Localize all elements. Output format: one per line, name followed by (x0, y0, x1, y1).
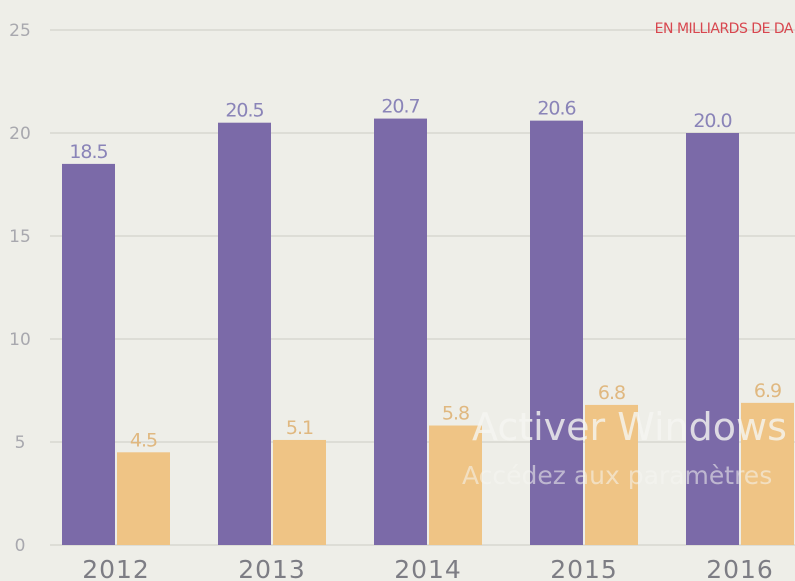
bar-2016-series1 (686, 133, 739, 545)
x-tick-label-2014: 2014 (394, 555, 462, 581)
x-tick-label-2012: 2012 (82, 555, 150, 581)
bar-2015-series2 (585, 404, 638, 545)
bar-2016-series2 (741, 402, 794, 545)
x-tick-label-2016: 2016 (706, 555, 774, 581)
value-label-2016-series2: 6.9 (754, 380, 781, 402)
bars (62, 118, 794, 545)
bar-2012-series2 (117, 452, 170, 545)
x-axis-ticks: 2012 2013 2014 2015 2016 (82, 555, 774, 581)
x-tick-label-2013: 2013 (238, 555, 306, 581)
bar-2014-series1 (374, 118, 427, 545)
x-tick-label-2015: 2015 (550, 555, 618, 581)
y-axis-ticks: 0 5 10 15 20 25 (9, 21, 31, 556)
value-label-2013-series1: 20.5 (225, 100, 263, 122)
value-labels: 18.5 4.5 20.5 5.1 20.7 5.8 20.6 6.8 20.0 6.9 (69, 96, 782, 452)
y-tick-label-10: 10 (9, 330, 31, 350)
value-label-2013-series2: 5.1 (286, 417, 313, 439)
value-label-2012-series2: 4.5 (130, 429, 157, 451)
value-label-2015-series2: 6.8 (598, 382, 625, 404)
y-tick-label-5: 5 (15, 433, 26, 453)
y-tick-label-25: 25 (9, 21, 31, 41)
watermark-activate-windows: Activer Windows (472, 405, 787, 449)
bar-2013-series2 (273, 439, 326, 545)
watermark-settings-hint: Accédez aux paramètres (462, 461, 772, 490)
value-label-2012-series1: 18.5 (69, 141, 107, 163)
unit-label: EN MILLIARDS DE DA (655, 21, 794, 37)
bar-2012-series1 (62, 163, 115, 545)
bar-2015-series1 (530, 120, 583, 545)
value-label-2016-series1: 20.0 (693, 110, 731, 132)
bar-2014-series2 (429, 425, 482, 545)
value-label-2014-series2: 5.8 (442, 403, 469, 425)
y-tick-label-20: 20 (9, 124, 31, 144)
y-tick-label-15: 15 (9, 227, 31, 247)
value-label-2015-series1: 20.6 (537, 98, 575, 120)
value-label-2014-series1: 20.7 (381, 96, 419, 118)
bar-2013-series1 (218, 122, 271, 545)
y-tick-label-0: 0 (15, 536, 26, 556)
